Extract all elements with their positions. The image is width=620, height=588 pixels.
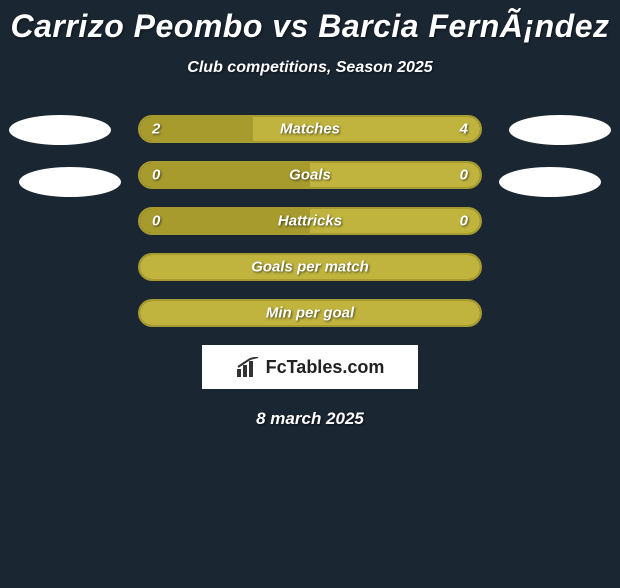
stat-bar-min-per-goal: Min per goal	[138, 299, 482, 327]
stat-bar-right-value: 4	[460, 121, 468, 138]
subtitle: Club competitions, Season 2025	[0, 59, 620, 77]
stat-bar-goals-per-match: Goals per match	[138, 253, 482, 281]
logo-box: FcTables.com	[202, 345, 418, 389]
date-label: 8 march 2025	[0, 409, 620, 429]
player-left-avatar-1	[9, 115, 111, 145]
stat-bar-right-value: 0	[460, 213, 468, 230]
stat-bar-right-value: 0	[460, 167, 468, 184]
chart-icon	[236, 357, 262, 377]
stat-bar-left-segment	[140, 163, 310, 187]
player-left-avatar-2	[19, 167, 121, 197]
stat-bar-right-segment	[140, 301, 480, 325]
player-right-avatar-2	[499, 167, 601, 197]
stat-bar-matches: Matches24	[138, 115, 482, 143]
stat-bar-goals: Goals00	[138, 161, 482, 189]
bars-container: Matches24Goals00Hattricks00Goals per mat…	[0, 115, 620, 327]
stat-bar-left-value: 0	[152, 213, 160, 230]
comparison-chart: Matches24Goals00Hattricks00Goals per mat…	[0, 115, 620, 327]
player-right-avatar-1	[509, 115, 611, 145]
stat-bar-right-segment	[310, 163, 480, 187]
stat-bar-right-segment	[140, 255, 480, 279]
stat-bar-left-value: 0	[152, 167, 160, 184]
stat-bar-left-value: 2	[152, 121, 160, 138]
stat-bar-right-segment	[310, 209, 480, 233]
stat-bar-left-segment	[140, 209, 310, 233]
logo-text: FcTables.com	[266, 357, 385, 378]
stat-bar-hattricks: Hattricks00	[138, 207, 482, 235]
stat-bar-right-segment	[253, 117, 480, 141]
page-title: Carrizo Peombo vs Barcia FernÃ¡ndez	[0, 8, 620, 45]
